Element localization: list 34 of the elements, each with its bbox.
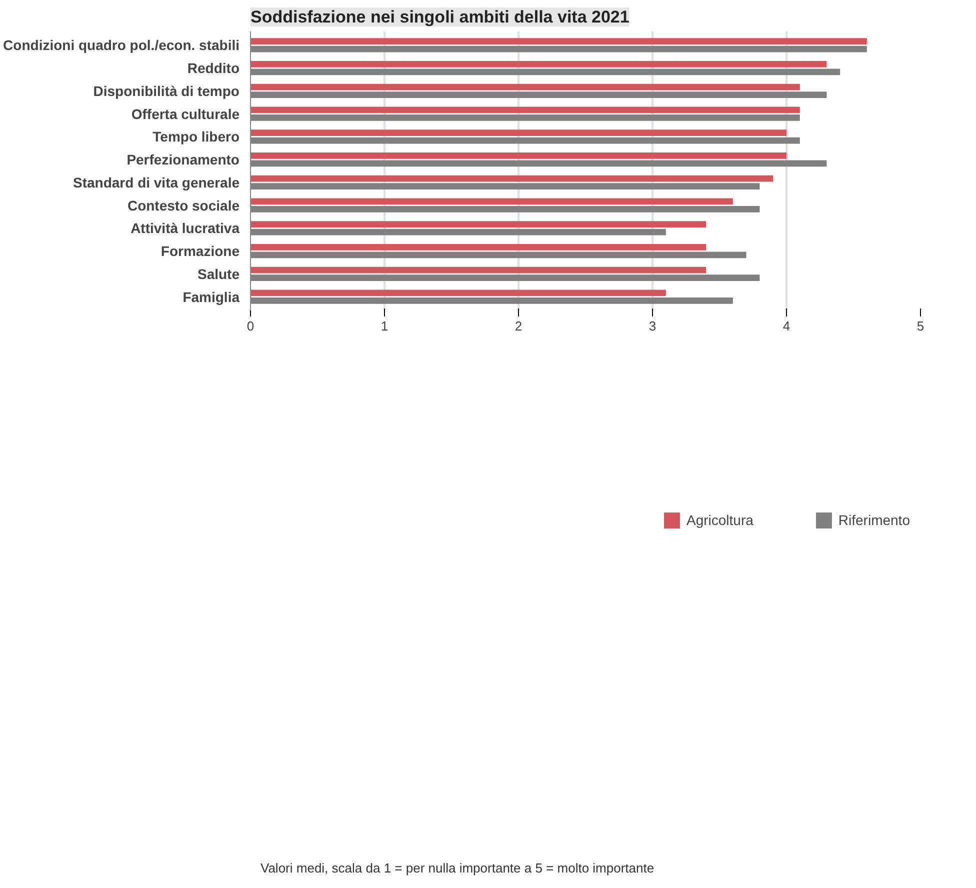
bar — [250, 106, 800, 114]
y-tick-label: Condizioni quadro pol./econ. stabili — [3, 37, 240, 54]
chart-title: Soddisfazione nei singoli ambiti della vita 2021 — [250, 8, 630, 26]
bar — [250, 61, 827, 68]
bar — [250, 244, 706, 250]
bar — [250, 152, 786, 159]
bar — [250, 84, 800, 90]
x-tick-label: 4 — [782, 318, 790, 334]
bar — [250, 38, 867, 45]
y-tick-label: Standard di vita generale — [73, 174, 240, 190]
bar — [250, 175, 774, 182]
y-tick-label: Tempo libero — [152, 128, 240, 145]
legend-label: Agricoltura — [686, 512, 754, 528]
bar — [250, 266, 706, 274]
y-tick-label: Reddito — [187, 60, 240, 76]
x-tick-label: 0 — [246, 318, 254, 334]
y-tick-label: Attività lucrativa — [130, 220, 240, 236]
y-tick-label: Offerta culturale — [131, 106, 240, 122]
x-tick-label: 2 — [514, 318, 522, 334]
legend-label: Riferimento — [838, 512, 910, 528]
bar — [250, 130, 786, 136]
y-tick-label: Formazione — [160, 243, 240, 260]
y-tick-label: Disponibilità di tempo — [93, 82, 240, 99]
x-tick-label: 1 — [380, 318, 388, 334]
y-tick-label: Contesto sociale — [127, 197, 240, 214]
bar — [250, 198, 733, 205]
y-tick-label: Salute — [197, 266, 240, 282]
x-tick-label: 5 — [916, 318, 924, 334]
y-tick-label: Perfezionamento — [126, 152, 240, 168]
text: Valori medi, scala da 1 = per nulla importante a 5 = molto importante — [260, 860, 654, 876]
x-tick-label: 3 — [648, 318, 656, 334]
y-tick-label: Famiglia — [182, 288, 240, 305]
bar — [250, 221, 706, 228]
bar — [250, 290, 666, 296]
